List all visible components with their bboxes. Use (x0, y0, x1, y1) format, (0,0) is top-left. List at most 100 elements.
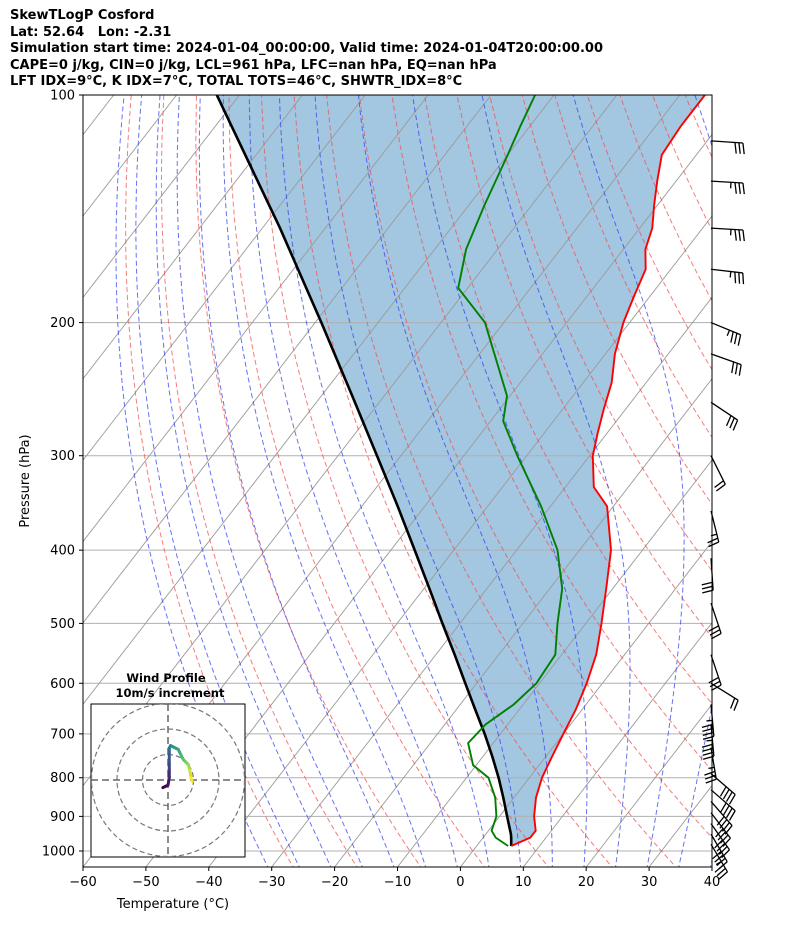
barb-shaft (710, 140, 743, 144)
x-tick-label: 10 (515, 875, 532, 890)
barb-full (705, 778, 717, 784)
chart-title: SkewTLogP Cosford (10, 8, 155, 23)
barb-full (716, 842, 726, 852)
barb-full (734, 229, 737, 241)
isotherm--80 (83, 95, 555, 705)
barb-full (711, 632, 722, 640)
dry-adiabat (718, 95, 794, 870)
barb-half (708, 766, 715, 770)
x-tick-label: 30 (641, 875, 658, 890)
dry-adiabat (125, 95, 294, 867)
barb-full (702, 735, 715, 740)
barb-full (701, 581, 713, 586)
barb-full (714, 839, 723, 849)
barb-full (728, 810, 736, 821)
wind-barb (710, 682, 739, 711)
moist-adiabat (155, 95, 332, 867)
time-line: Simulation start time: 2024-01-04_00:00:… (10, 41, 603, 56)
barb-full (718, 846, 728, 855)
y-tick-label: 800 (50, 771, 75, 786)
barb-full (738, 142, 741, 154)
isotherm--130 (83, 95, 240, 299)
isotherm--110 (83, 95, 366, 461)
wind-barbs (701, 140, 745, 880)
moist-adiabat (222, 95, 427, 867)
barb-half (729, 271, 732, 278)
barb-full (742, 142, 745, 155)
barb-full (708, 676, 719, 684)
wind-barb (710, 180, 745, 195)
x-tick-label: −50 (132, 875, 159, 890)
dry-adiabat (750, 95, 794, 870)
isotherm--120 (83, 95, 303, 380)
y-tick-label: 400 (50, 544, 75, 559)
barb-full (708, 541, 720, 548)
barb-shaft (710, 510, 720, 543)
barb-shaft (710, 724, 715, 757)
barb-shaft (710, 801, 733, 826)
barb-full (712, 850, 722, 860)
barb-full (704, 774, 716, 780)
dry-adiabat (456, 95, 712, 639)
location-line: Lat: 52.64 Lon: -2.31 (10, 24, 172, 40)
barb-full (719, 802, 727, 813)
wind-barb (710, 140, 745, 155)
barb-full (734, 142, 737, 154)
barb-shaft (710, 558, 714, 591)
barb-full (714, 480, 724, 488)
barb-full (716, 867, 726, 877)
dry-adiabat (783, 95, 794, 870)
barb-full (715, 483, 726, 492)
barb-full (704, 770, 716, 776)
dry-adiabat (293, 95, 613, 867)
barb-half (726, 329, 731, 336)
wind-barb (710, 773, 736, 805)
dry-adiabat (358, 95, 712, 839)
moist-adiabat (412, 95, 588, 867)
isotherm--100 (83, 95, 429, 543)
barb-shaft (710, 654, 722, 686)
axes: −60 −50 −40 −30 −20 −10 0 10 20 30 40 1000 900 800 700… (42, 89, 720, 891)
barb-full (730, 697, 736, 709)
y-tick-label: 500 (50, 617, 75, 632)
barb-full (718, 861, 728, 870)
wind-barb (710, 801, 733, 835)
barb-shaft (710, 823, 730, 851)
x-tick-label: 0 (456, 875, 464, 890)
x-tick-label: −20 (321, 875, 348, 890)
y-tick-label: 200 (50, 316, 75, 331)
barb-shaft (710, 704, 715, 737)
barb-shaft (710, 180, 743, 184)
wind-barb (710, 823, 730, 859)
barb-half (706, 739, 713, 742)
dry-adiabat (195, 95, 422, 867)
barb-shaft (710, 353, 742, 366)
barb-full (725, 807, 733, 819)
y-tick-label: 900 (50, 810, 75, 825)
barb-full (733, 333, 738, 345)
moist-adiabat (198, 95, 395, 867)
barb-full (742, 272, 745, 285)
dry-adiabat (228, 95, 486, 867)
wind-barb (710, 321, 742, 346)
wind-barb (708, 602, 722, 640)
barb-full (702, 747, 714, 752)
barb-full (734, 182, 737, 194)
barb-full (701, 743, 713, 748)
barb-full (709, 680, 721, 688)
barb-full (702, 755, 715, 760)
cin-shading (216, 95, 705, 846)
isotherm--30 (271, 296, 712, 867)
barb-shaft (710, 773, 736, 796)
hodograph-title: Wind Profile (126, 671, 206, 685)
dry-adiabat (684, 95, 712, 159)
barb-full (714, 854, 724, 863)
hodograph-subtitle: 10m/s increment (116, 686, 225, 700)
barb-shaft (710, 682, 739, 701)
wind-barb (710, 812, 731, 847)
indices-line: LFT IDX=9°C, K IDX=7°C, TOTAL TOTS=46°C,… (10, 74, 463, 89)
barb-full (738, 272, 741, 284)
barb-full (717, 831, 727, 841)
barb-full (701, 723, 713, 728)
barb-full (725, 415, 732, 427)
